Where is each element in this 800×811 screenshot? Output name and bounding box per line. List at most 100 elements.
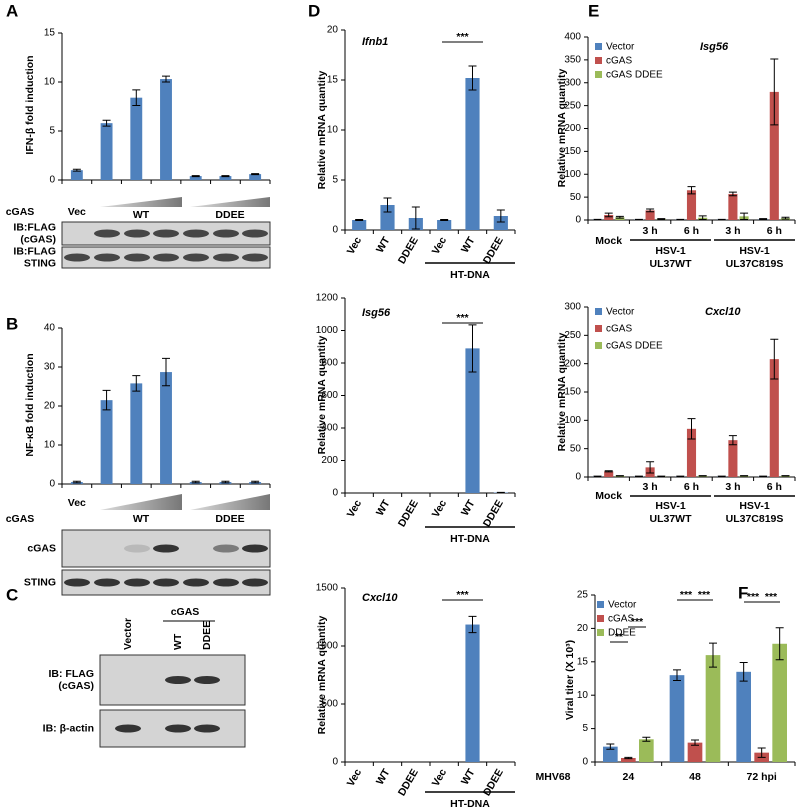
legend-swatch <box>595 342 602 349</box>
error-bar <box>717 475 726 478</box>
legend-label: Vector <box>606 307 635 318</box>
group-label: WT <box>133 513 150 525</box>
legend-swatch <box>597 629 604 636</box>
error-bar <box>162 75 170 83</box>
y-tick-label: 10 <box>577 690 589 701</box>
x-tick-label: 3 h <box>725 225 740 237</box>
y-tick-label: 0 <box>332 488 338 499</box>
group-label: UL37C819S <box>726 258 784 270</box>
blot-band <box>165 724 191 733</box>
x-tick-label: WT <box>459 766 478 787</box>
x-tick-label: 6 h <box>767 225 782 237</box>
blot-band <box>183 229 209 238</box>
lane-label: Vector <box>122 618 134 650</box>
error-bar <box>606 743 615 750</box>
error-bar <box>691 739 699 746</box>
significance-label: ** <box>615 631 624 643</box>
panel-letter: E <box>588 1 599 20</box>
blot-band <box>153 253 179 262</box>
error-bar <box>383 197 392 213</box>
blot-band <box>183 578 209 587</box>
x-tick-label: Vec <box>68 206 86 218</box>
y-tick-label: 500 <box>321 699 338 710</box>
error-bar <box>162 357 170 387</box>
legend-label: cGAS DDEE <box>606 341 663 352</box>
y-tick-label: 40 <box>44 323 56 334</box>
x-tick-label: 6 h <box>767 481 782 493</box>
error-bar <box>775 627 784 661</box>
x-tick-label: WT <box>374 766 393 787</box>
y-axis-title: Relative mRNA quantity <box>316 616 328 735</box>
error-bar <box>757 747 766 758</box>
bar <box>669 675 685 762</box>
bar <box>769 359 779 477</box>
group-label: DDEE <box>215 209 244 221</box>
error-bar <box>687 418 696 440</box>
bar <box>380 205 395 230</box>
bar <box>100 123 113 180</box>
y-tick-label: 200 <box>564 123 581 134</box>
y-tick-label: 0 <box>49 175 55 186</box>
x-tick-label: DDEE <box>396 767 421 798</box>
error-bar <box>646 208 655 213</box>
legend-swatch <box>595 57 602 64</box>
blot-band <box>124 229 150 238</box>
chart-title: Cxcl10 <box>362 592 398 604</box>
error-bar <box>698 215 707 221</box>
chart-title: Isg56 <box>362 307 391 319</box>
row-label: cGAS <box>6 206 35 218</box>
legend-swatch <box>595 71 602 78</box>
bar <box>465 348 480 493</box>
x-tick-label: Mock <box>595 235 622 247</box>
blot-band <box>124 253 150 262</box>
error-bar <box>657 218 666 221</box>
error-bar <box>72 480 81 484</box>
legend-label: cGAS <box>606 324 632 335</box>
y-tick-label: 10 <box>44 77 56 88</box>
significance-label: *** <box>680 589 693 601</box>
y-tick-label: 0 <box>575 472 581 483</box>
bar <box>130 383 143 484</box>
blot-label: STING <box>24 576 56 588</box>
error-bar <box>739 661 748 682</box>
bar <box>686 428 697 477</box>
y-tick-label: 1200 <box>316 293 339 304</box>
y-tick-label: 20 <box>44 401 56 412</box>
significance-label: *** <box>698 589 711 601</box>
error-bar <box>615 215 624 219</box>
blot-band <box>64 253 90 262</box>
bar <box>160 372 172 484</box>
y-tick-label: 0 <box>582 757 588 768</box>
blot-band <box>194 676 220 684</box>
y-tick-label: 300 <box>564 77 581 88</box>
y-tick-label: 150 <box>564 146 581 157</box>
legend-label: Vector <box>608 600 637 611</box>
y-tick-label: 300 <box>564 302 581 313</box>
y-axis-title: Relative mRNA quantity <box>316 71 328 190</box>
x-tick-label: Vec <box>345 235 365 257</box>
bar <box>437 220 452 230</box>
blot-band <box>124 544 150 553</box>
legend-label: cGAS DDEE <box>606 70 663 81</box>
y-tick-label: 600 <box>321 390 338 401</box>
group-label: HT-DNA <box>450 798 490 810</box>
x-tick-label: 48 <box>689 771 701 783</box>
error-bar <box>770 338 779 380</box>
error-bar <box>221 175 230 178</box>
bar <box>687 742 703 762</box>
significance-label: *** <box>456 31 469 43</box>
y-tick-label: 400 <box>564 32 581 43</box>
lane-label: DDEE <box>201 621 213 650</box>
bar <box>621 757 636 762</box>
x-tick-label: 24 <box>622 771 634 783</box>
blot-band <box>153 544 179 553</box>
y-tick-label: 800 <box>321 358 338 369</box>
chart-title: Ifnb1 <box>362 36 388 48</box>
dose-triangle <box>100 197 182 207</box>
y-tick-label: 0 <box>332 757 338 768</box>
error-bar <box>604 212 613 218</box>
error-bar <box>251 480 260 484</box>
bar <box>70 170 83 180</box>
group-label: HSV-1 <box>655 245 686 257</box>
error-bar <box>759 218 768 221</box>
